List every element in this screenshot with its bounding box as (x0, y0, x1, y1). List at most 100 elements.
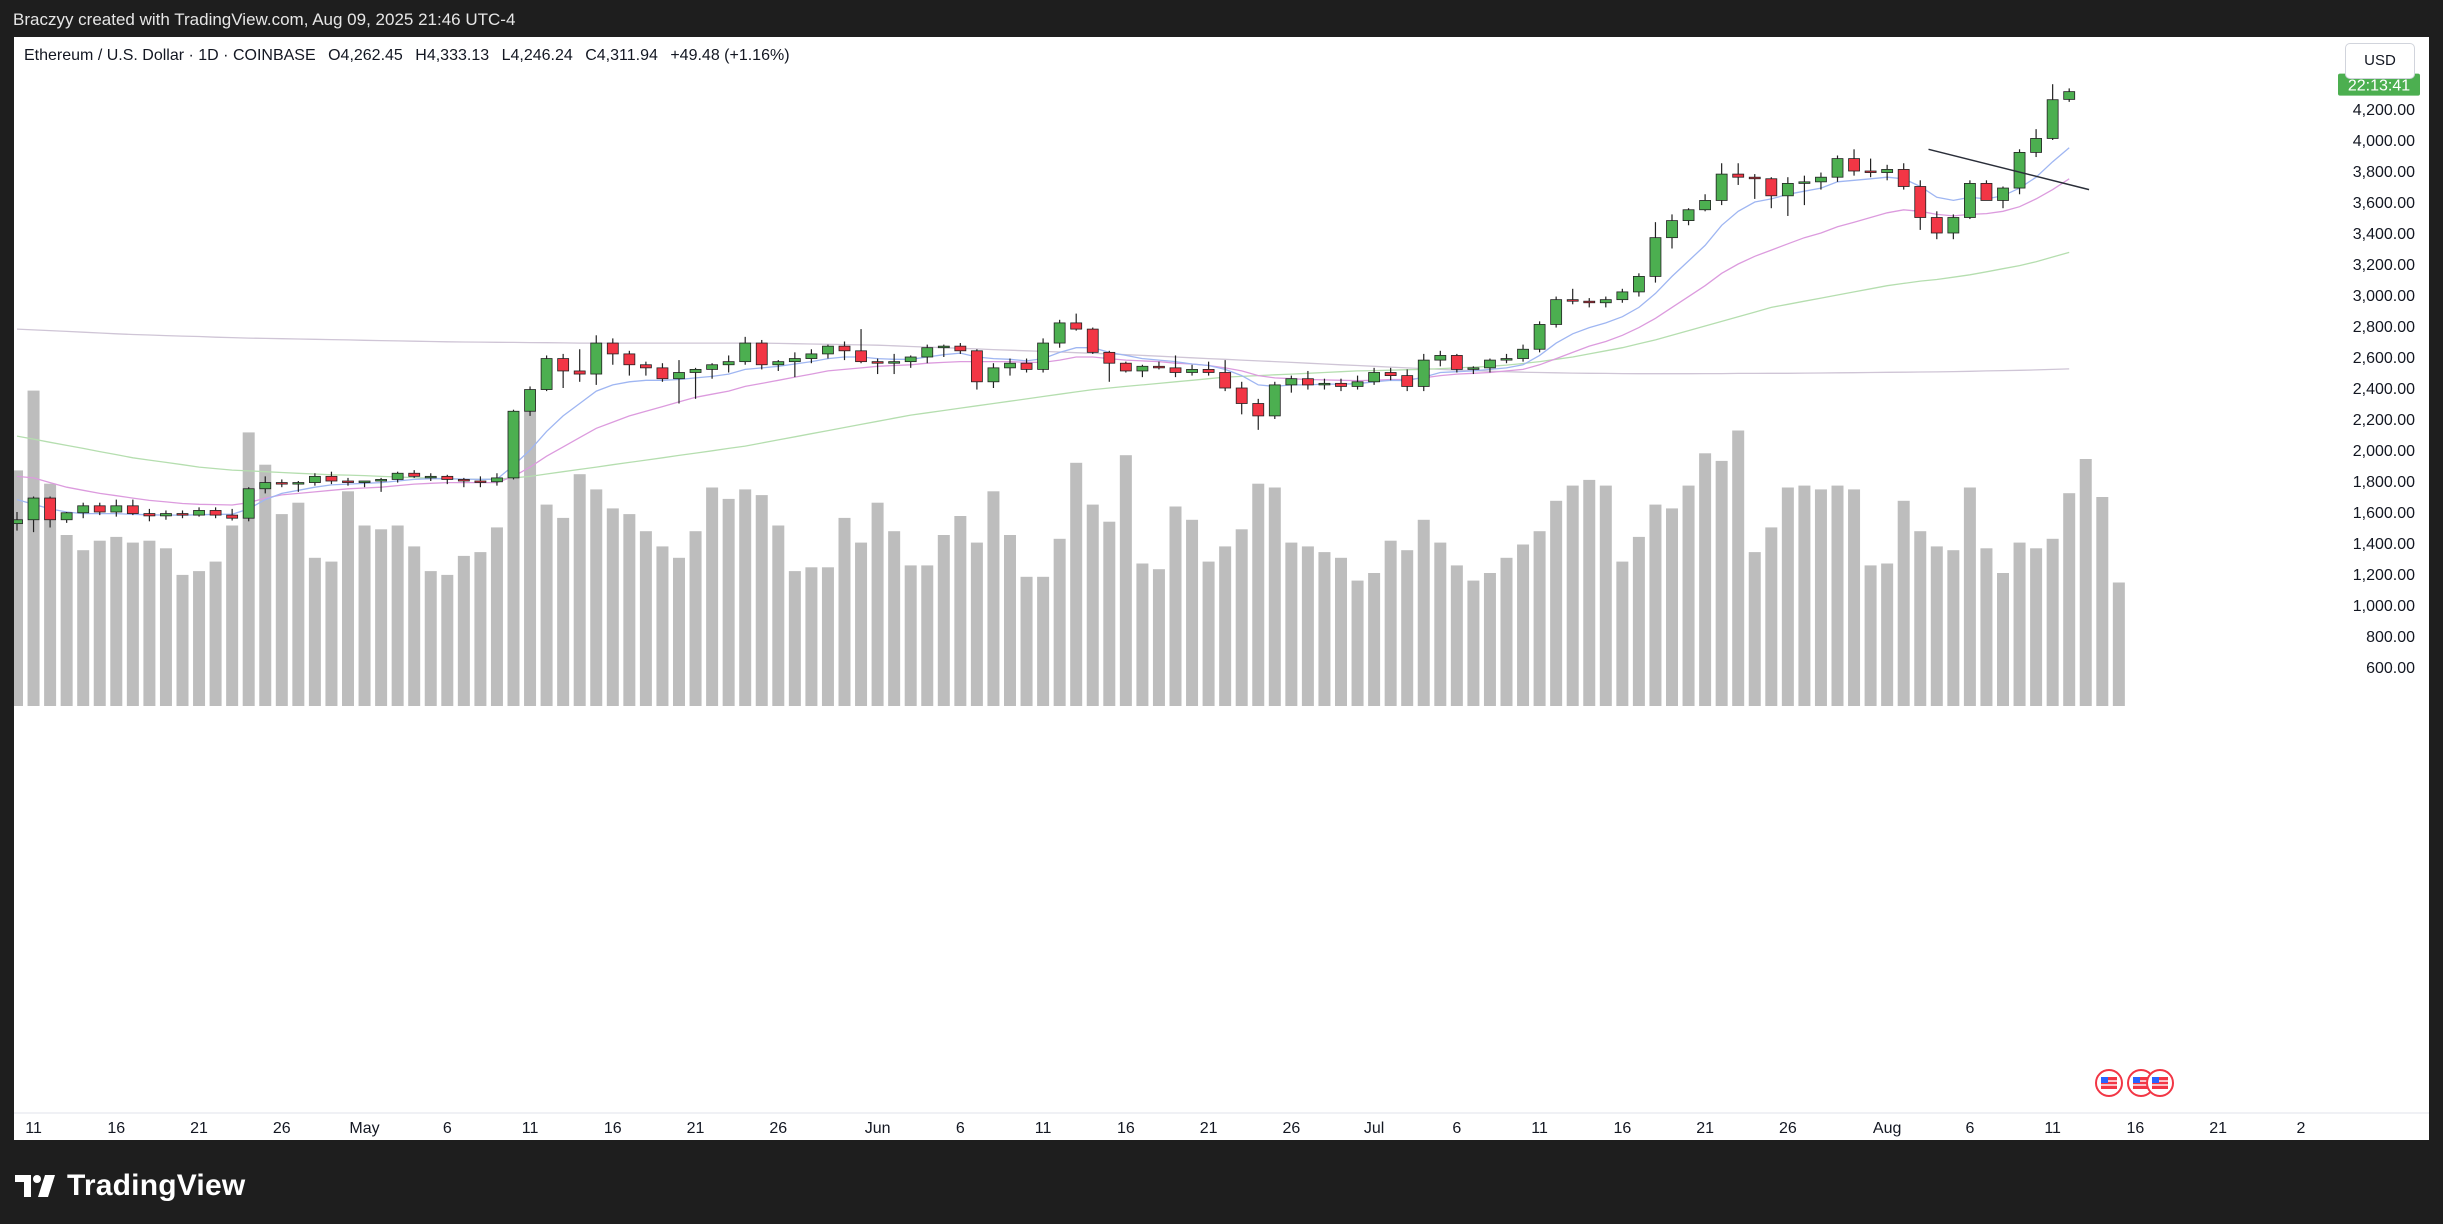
candle (788, 352, 801, 378)
candle-body-up (160, 513, 172, 517)
volume-bar (954, 516, 967, 706)
us-flag-icon[interactable] (2146, 1069, 2174, 1097)
candle-body-up (1550, 299, 1563, 325)
candle (2063, 88, 2076, 102)
candle (822, 344, 834, 359)
price-axis: 4,400.004,200.004,000.003,800.003,600.00… (2338, 71, 2420, 677)
candle (1930, 211, 1943, 240)
candle-body-up (14, 519, 23, 525)
candle-body-down (1384, 372, 1397, 376)
ema-fast-line (16, 147, 2070, 516)
candle (1682, 208, 1695, 226)
volume-bar (507, 421, 520, 706)
flag-canton (2133, 1077, 2140, 1083)
candle-body-down (656, 367, 669, 380)
candle-body-up (904, 356, 917, 363)
us-flag-icon[interactable] (2095, 1069, 2123, 1097)
candle (1633, 273, 1645, 297)
candle (1881, 164, 1894, 181)
candle (971, 349, 983, 390)
candle (937, 344, 950, 357)
candle (1980, 180, 1993, 201)
volume-bar (524, 411, 537, 706)
brand-name: TradingView (67, 1169, 246, 1202)
time-tick-label: 21 (2209, 1120, 2227, 1137)
volume-bar (1450, 565, 1463, 706)
candle-body-up (1699, 200, 1711, 211)
volume-bar (888, 531, 901, 706)
volume-bar (573, 474, 586, 706)
candle (590, 335, 603, 385)
candle (60, 512, 73, 523)
volume-bar (755, 495, 768, 706)
candle (77, 502, 90, 519)
open-value: O4,262.45 (328, 47, 403, 64)
candle-body-up (1633, 275, 1645, 293)
volume-bar (987, 491, 1000, 706)
time-tick-label: 26 (1779, 1120, 1797, 1137)
volume-bar (1053, 538, 1066, 706)
candle-body-up (722, 361, 735, 366)
candle-body-up (308, 475, 321, 483)
volume-bar (673, 557, 685, 706)
candle-body-down (557, 358, 570, 372)
candle (226, 508, 239, 521)
candle (391, 471, 404, 483)
candle (1947, 214, 1960, 240)
candle (242, 487, 255, 522)
candle-body-down (1020, 362, 1033, 370)
candle (573, 349, 586, 382)
candle (1434, 350, 1447, 367)
candle-body-down (1119, 362, 1132, 372)
candle (1119, 361, 1132, 373)
volume-bar (1037, 576, 1050, 706)
time-tick-label: 16 (2127, 1120, 2145, 1137)
volume-bar (1384, 540, 1397, 706)
candle-body-up (1616, 291, 1629, 301)
time-tick-label: 21 (1200, 1120, 1218, 1137)
candle (739, 336, 752, 365)
price-chart[interactable]: 4,400.004,200.004,000.003,800.003,600.00… (14, 37, 2429, 1140)
candle (1550, 296, 1563, 328)
candle (292, 481, 305, 492)
candle-body-up (822, 345, 834, 355)
symbol-name[interactable]: Ethereum / U.S. Dollar · 1D · COINBASE (24, 47, 316, 64)
volume-bar (739, 489, 752, 706)
time-tick-label: 16 (604, 1120, 622, 1137)
time-axis: 11 16 21 26 May 6 11 16 21 26 Jun 6 11 16 21 26 Jul 6 11 16… (14, 1112, 2429, 1137)
candle-body-down (1450, 355, 1463, 370)
time-tick-label: 11 (25, 1120, 42, 1137)
volume-bar (1268, 487, 1281, 706)
volume-bar (772, 525, 785, 706)
candle-body-down (755, 342, 768, 366)
candle-body-up (2046, 99, 2059, 139)
currency-button[interactable]: USD (2345, 43, 2415, 79)
candle-body-down (623, 353, 636, 366)
chart-pane[interactable]: 4,400.004,200.004,000.003,800.003,600.00… (14, 37, 2429, 1140)
candle-body-up (1831, 158, 1844, 178)
volume-bar (126, 542, 139, 706)
candle (110, 499, 123, 517)
candle-body-up (1186, 368, 1198, 373)
candle (673, 360, 685, 404)
candle (1831, 155, 1844, 182)
volume-bar (110, 536, 123, 706)
candle-body-down (1252, 403, 1265, 417)
volume-bar (1070, 462, 1083, 706)
candle (1004, 358, 1016, 376)
symbol-legend: Ethereum / U.S. Dollar · 1D · COINBASE O… (24, 47, 790, 65)
candle-body-down (275, 482, 288, 485)
volume-bar (159, 548, 172, 706)
volume-bar (143, 540, 156, 706)
price-tick-label: 2,400.00 (2353, 381, 2415, 398)
volume-bar (1616, 561, 1629, 706)
candle-body-down (1765, 178, 1778, 197)
volume-layer (14, 390, 2125, 706)
candle-body-down (408, 472, 421, 477)
price-tick-label: 600.00 (2366, 660, 2415, 677)
volume-bar (424, 571, 437, 706)
volume-bar (1351, 580, 1364, 706)
candle-body-up (1268, 384, 1281, 417)
candle (93, 502, 106, 516)
candle (1086, 327, 1099, 354)
